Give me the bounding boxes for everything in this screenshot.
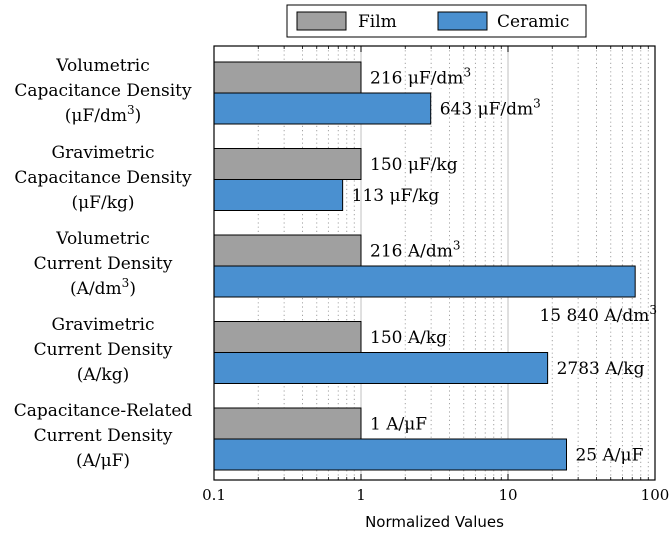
ceramic-bar [213,265,636,298]
category-label: Capacitance-Related Current Density (A/μF) [14,401,193,471]
category-label-line: Current Density [34,254,173,274]
ceramic-bar [213,438,567,471]
category-label-line: Current Density [34,426,173,446]
film-value-label: 216 μF/dm3 [370,66,471,89]
film-bar [213,234,362,267]
film-bar [213,407,362,440]
ceramic-bar [213,352,549,384]
x-axis-ticks: 0.1 1 10 100 [202,46,669,504]
x-tick-label: 1 [356,486,366,504]
category-label-line: Capacitance-Related [14,401,193,421]
category-label: Gravimetric Capacitance Density (μF/kg) [14,143,192,213]
ceramic-value-label: 15 840 A/dm3 [539,303,657,326]
ceramic-bar [213,179,344,211]
x-tick-label: 0.1 [202,486,226,504]
ceramic-value-label: 643 μF/dm3 [440,97,541,120]
ceramic-value-label: 25 A/μF [575,446,643,466]
film-value-label: 150 A/kg [370,328,447,348]
category-label-line: Gravimetric [52,315,155,335]
category-label: Gravimetric Current Density (A/kg) [34,315,173,385]
category-label-line: (A/dm3) [70,276,136,299]
plot-frame [213,45,656,481]
category-label-line: Volumetric [55,56,149,76]
category-label: Volumetric Current Density (A/dm3) [34,229,173,299]
legend-label-ceramic: Ceramic [497,12,569,32]
film-bar [213,61,362,94]
bars [213,61,636,471]
legend-label-film: Film [358,12,397,32]
film-value-label: 1 A/μF [370,415,427,435]
category-label-line: Volumetric [55,229,149,249]
category-label-line: Current Density [34,340,173,360]
ceramic-value-label: 113 μF/kg [352,186,440,206]
category-label: Volumetric Capacitance Density (μF/dm3) [14,56,192,126]
value-labels: 216 μF/dm3 643 μF/dm3 150 μF/kg 113 μF/kg 21… [352,66,657,466]
legend-swatch-ceramic [437,11,488,31]
ceramic-bar [213,92,432,125]
category-label-line: Capacitance Density [14,168,192,188]
film-value-label: 216 A/dm3 [370,239,461,262]
category-label-line: (μF/dm3) [65,103,142,126]
film-value-label: 150 μF/kg [370,155,458,175]
x-tick-label: 10 [498,486,517,504]
legend-swatch-film [296,11,347,31]
category-label-line: Capacitance Density [14,81,192,101]
category-label-line: (A/kg) [77,365,129,385]
x-tick-label: 100 [641,486,670,504]
category-label-line: (μF/kg) [71,193,134,213]
category-label-line: Gravimetric [52,143,155,163]
category-label-line: (A/μF) [76,451,130,471]
film-bar [213,148,362,180]
category-labels: Volumetric Capacitance Density (μF/dm3)Gra… [14,56,193,471]
legend: Film Ceramic [286,4,587,38]
film-bar [213,321,362,353]
x-axis-label: Normalized Values [365,513,504,531]
ceramic-value-label: 2783 A/kg [557,359,645,379]
